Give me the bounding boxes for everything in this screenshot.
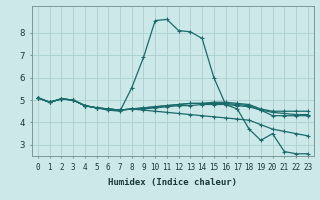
- X-axis label: Humidex (Indice chaleur): Humidex (Indice chaleur): [108, 178, 237, 186]
